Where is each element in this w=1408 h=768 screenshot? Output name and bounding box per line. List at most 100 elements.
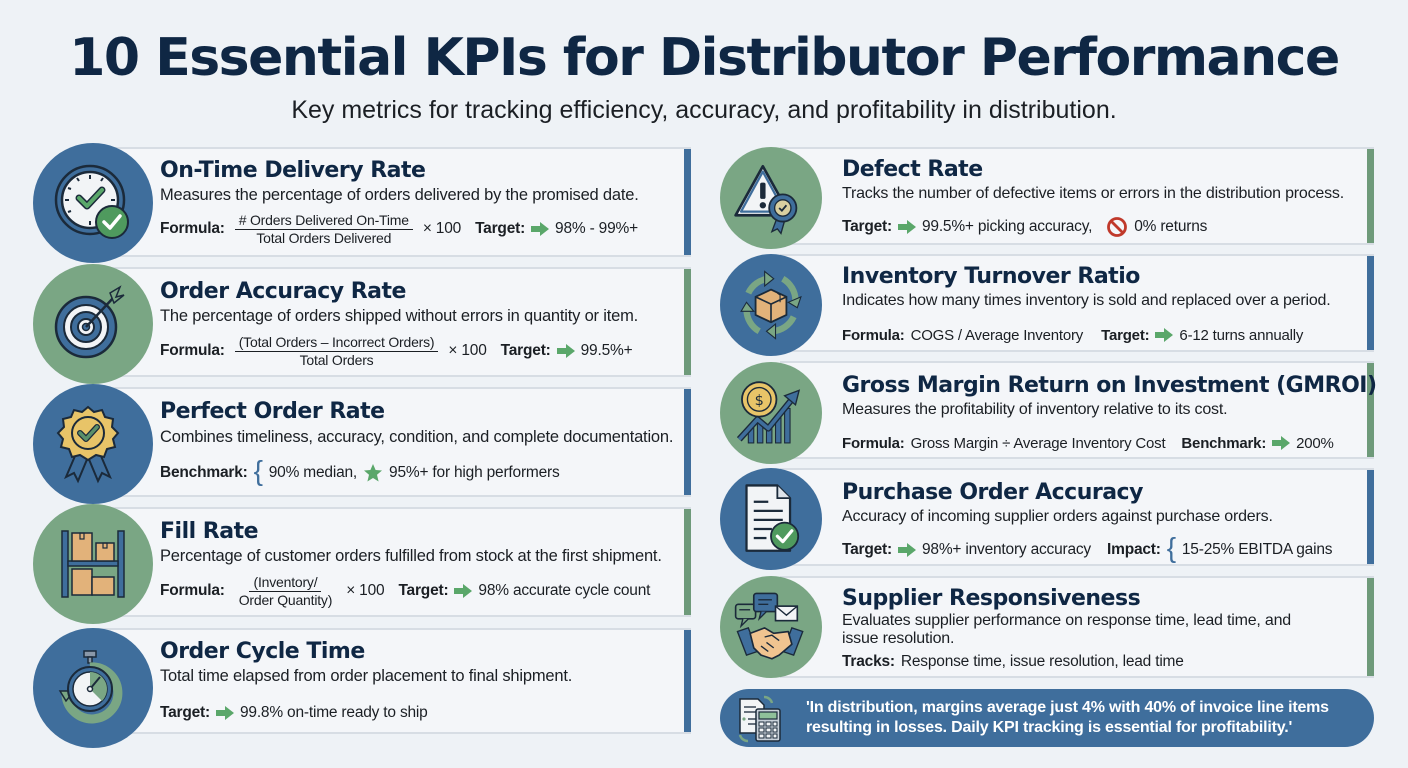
page-subtitle: Key metrics for tracking efficiency, acc… — [291, 96, 1117, 124]
kpi-card-order-accuracy — [90, 267, 691, 377]
quote-text: 'In distribution, margins average just 4… — [806, 698, 1329, 738]
target-value: 99.5%+ picking accuracy, — [921, 218, 1093, 235]
formula-multiplier: × 100 — [448, 342, 487, 359]
kpi-title: On-Time Delivery Rate — [160, 158, 426, 183]
target-label: Target: — [475, 220, 526, 237]
impact-value: 15-25% EBITDA gains — [1181, 541, 1333, 558]
formula-denominator: Order Quantity) — [238, 591, 333, 608]
quote-line-2: resulting in losses. Daily KPI tracking … — [806, 719, 1293, 736]
accent-bar — [684, 269, 691, 375]
document-check-icon — [720, 468, 822, 570]
warning-badge-icon — [720, 147, 822, 249]
benchmark-high: 95%+ for high performers — [389, 464, 560, 481]
kpi-title: Order Cycle Time — [160, 639, 365, 664]
kpi-card-fill-rate — [90, 507, 691, 617]
stopwatch-cycle-icon — [33, 628, 153, 748]
svg-text:$: $ — [755, 393, 764, 409]
no-entry-icon — [1107, 217, 1128, 237]
kpi-card-perfect-order — [90, 387, 691, 497]
formula-numerator: (Total Orders – Incorrect Orders) — [234, 334, 439, 352]
formula-numerator: (Inventory/ — [249, 574, 322, 592]
kpi-description: Total time elapsed from order placement … — [160, 667, 573, 685]
kpi-description: Accuracy of incoming supplier orders aga… — [842, 508, 1273, 525]
tracks-label: Tracks: — [842, 653, 895, 670]
kpi-card-order-cycle-time — [90, 628, 691, 734]
arrow-right-icon — [1272, 436, 1290, 450]
kpi-card-defect-rate — [780, 147, 1374, 245]
accent-bar — [1367, 256, 1374, 350]
accent-bar — [1367, 149, 1374, 243]
kpi-formula-row: Formula: COGS / Average Inventory Target… — [842, 324, 1303, 346]
kpi-description: Percentage of customer orders fulfilled … — [160, 547, 662, 565]
kpi-formula-row: Formula: Gross Margin ÷ Average Inventor… — [842, 432, 1334, 454]
formula-label: Formula: — [160, 582, 225, 599]
arrow-right-icon — [898, 220, 916, 234]
arrow-right-icon — [531, 222, 549, 236]
page-title: 10 Essential KPIs for Distributor Perfor… — [69, 28, 1340, 88]
kpi-formula-row: Formula: # Orders Delivered On-Time Tota… — [160, 210, 638, 248]
target-label: Target: — [842, 218, 892, 235]
clock-check-icon — [33, 143, 153, 263]
arrow-right-icon — [454, 584, 472, 598]
arrow-right-icon — [557, 344, 575, 358]
formula-label: Formula: — [160, 220, 225, 237]
kpi-description: Evaluates supplier performance on respon… — [842, 612, 1291, 647]
target-label: Target: — [500, 342, 551, 359]
benchmark-value: 200% — [1296, 434, 1334, 452]
benchmark-label: Benchmark: — [1181, 434, 1267, 452]
formula-denominator: Total Orders Delivered — [256, 229, 392, 246]
arrow-right-icon — [216, 706, 234, 720]
kpi-title: Purchase Order Accuracy — [842, 480, 1143, 505]
kpi-target-row: Target: 99.5%+ picking accuracy, 0% retu… — [842, 216, 1207, 238]
kpi-description: Tracks the number of defective items or … — [842, 185, 1344, 202]
formula-numerator: # Orders Delivered On-Time — [234, 212, 413, 230]
kpi-target-row: Target: 99.8% on-time ready to ship — [160, 702, 428, 724]
kpi-tracks-row: Tracks: Response time, issue resolution,… — [842, 652, 1184, 672]
accent-bar — [1367, 363, 1374, 457]
impact-label: Impact: — [1107, 541, 1161, 558]
kpi-card-inventory-turnover — [780, 254, 1374, 352]
formula-value: COGS / Average Inventory — [910, 326, 1084, 344]
formula-fraction: (Inventory/ Order Quantity) — [235, 574, 336, 609]
formula-label: Formula: — [160, 342, 225, 359]
kpi-title: Supplier Responsiveness — [842, 586, 1141, 611]
kpi-title: Perfect Order Rate — [160, 399, 385, 424]
formula-fraction: (Total Orders – Incorrect Orders) Total … — [234, 334, 439, 369]
target-label: Target: — [398, 582, 449, 599]
kpi-description: Combines timeliness, accuracy, condition… — [160, 428, 674, 446]
kpi-target-row: Target: 98%+ inventory accuracy Impact: … — [842, 534, 1333, 562]
target-value: 99.8% on-time ready to ship — [239, 704, 428, 721]
accent-bar — [684, 389, 691, 495]
formula-multiplier: × 100 — [346, 582, 385, 599]
formula-value: Gross Margin ÷ Average Inventory Cost — [910, 434, 1166, 452]
formula-multiplier: × 100 — [422, 220, 462, 237]
kpi-description: Indicates how many times inventory is so… — [842, 292, 1331, 309]
kpi-description: Measures the profitability of inventory … — [842, 401, 1228, 418]
target-extra: 0% returns — [1134, 218, 1208, 235]
formula-fraction: # Orders Delivered On-Time Total Orders … — [234, 212, 413, 247]
handshake-chat-icon — [720, 576, 822, 678]
kpi-formula-row: Formula: (Inventory/ Order Quantity) × 1… — [160, 572, 650, 610]
kpi-card-purchase-order-accuracy — [780, 468, 1374, 566]
kpi-benchmark-row: Benchmark: { 90% median, 95%+ for high p… — [160, 457, 560, 485]
kpi-title: Gross Margin Return on Investment (GMROI… — [842, 373, 1377, 398]
award-badge-icon — [33, 384, 153, 504]
kpi-description: The percentage of orders shipped without… — [160, 307, 638, 325]
quote-banner: 'In distribution, margins average just 4… — [720, 689, 1374, 747]
kpi-card-on-time-delivery — [90, 147, 691, 257]
accent-bar — [684, 149, 691, 255]
kpi-title: Inventory Turnover Ratio — [842, 264, 1140, 289]
benchmark-label: Benchmark: — [160, 464, 248, 481]
target-value: 98% - 99%+ — [555, 220, 638, 237]
benchmark-median: 90% median, — [268, 464, 358, 481]
kpi-card-supplier-responsiveness — [780, 576, 1374, 678]
formula-label: Formula: — [842, 434, 905, 452]
arrow-right-icon — [898, 543, 916, 557]
formula-label: Formula: — [842, 326, 905, 344]
kpi-title: Fill Rate — [160, 519, 259, 544]
coin-growth-icon: $ — [720, 362, 822, 464]
accent-bar — [684, 509, 691, 615]
target-icon — [33, 264, 153, 384]
quote-line-1: 'In distribution, margins average just 4… — [806, 699, 1329, 716]
accent-bar — [1367, 578, 1374, 676]
